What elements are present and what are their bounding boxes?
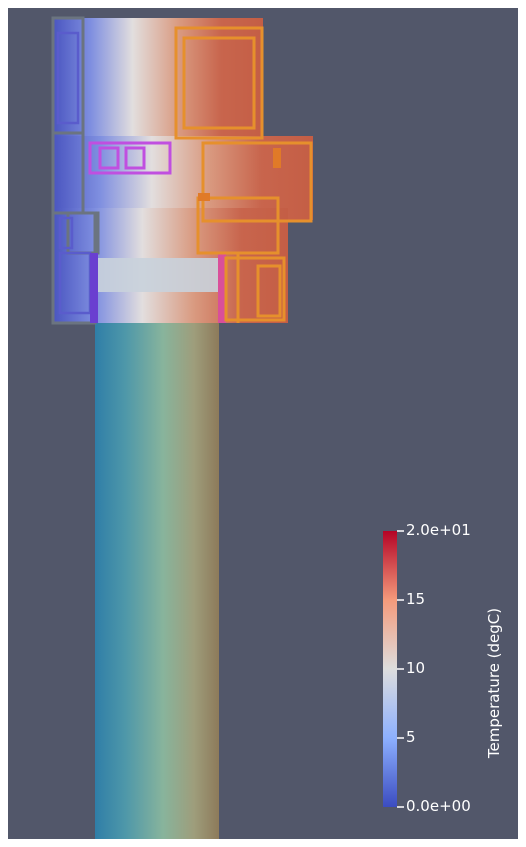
render-viewport[interactable]: 2.0e+01 15 10 5 0.0e+00 Temperature (deg… [8, 8, 518, 839]
colorbar-tick-label-min: 0.0e+00 [406, 797, 471, 815]
glass-pane [95, 290, 219, 839]
colorbar-ticks [397, 530, 404, 808]
colorbar-gradient [383, 531, 397, 807]
temperature-field-render [51, 16, 404, 839]
window-frame-profile [51, 16, 313, 325]
colorbar-title: Temperature (degC) [485, 607, 503, 759]
colorbar-tick-label-10: 10 [406, 659, 426, 677]
colorbar-tick-label-15: 15 [406, 590, 426, 608]
colorbar-tick-label-5: 5 [406, 728, 416, 746]
colorbar-tick-label-max: 2.0e+01 [406, 521, 471, 539]
